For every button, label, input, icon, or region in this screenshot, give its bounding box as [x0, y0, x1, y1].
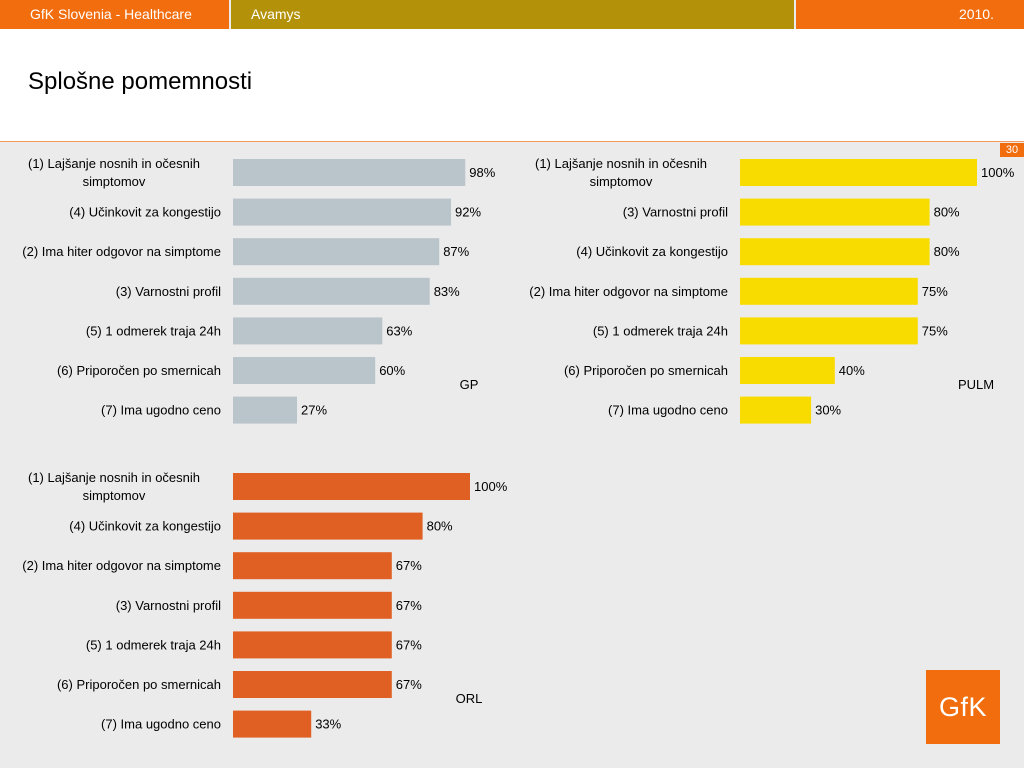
gp-panel-label: GP — [460, 377, 479, 392]
orl-bar — [233, 631, 392, 659]
orl-category-label: (4) Učinkovit za kongestijo — [69, 519, 221, 534]
orl-category-label: (7) Ima ugodno ceno — [101, 717, 221, 732]
orl-value-label: 67% — [396, 558, 422, 573]
pulm-value-label: 40% — [839, 363, 865, 378]
orl-category-label: (2) Ima hiter odgovor na simptome — [22, 558, 221, 573]
gp-value-label: 87% — [443, 244, 469, 259]
title-divider — [0, 141, 1024, 142]
orl-value-label: 67% — [396, 637, 422, 652]
gp-bar — [233, 159, 466, 186]
orl-category-label: (5) 1 odmerek traja 24h — [86, 637, 221, 652]
pulm-category-label: (4) Učinkovit za kongestijo — [576, 244, 728, 259]
gp-bar — [233, 396, 297, 424]
pulm-bar-chart: (1) Lajšanje nosnih in očesnih simptomov 1… — [529, 156, 1015, 424]
pulm-bar — [740, 396, 812, 424]
orl-panel-label: ORL — [456, 691, 483, 706]
pulm-category-label: (2) Ima hiter odgovor na simptome — [529, 284, 728, 299]
orl-bar — [233, 671, 392, 698]
gp-bar-chart: (1) Lajšanje nosnih in očesnih simptomov 9… — [22, 156, 496, 424]
page-number: 30 — [1000, 143, 1024, 157]
pulm-category-label: (5) 1 odmerek traja 24h — [593, 323, 728, 338]
title-area — [0, 29, 1024, 141]
gp-category-label: (7) Ima ugodno ceno — [101, 403, 221, 418]
gp-bar — [233, 357, 376, 384]
pulm-bar — [740, 277, 918, 305]
gp-bar — [233, 238, 440, 266]
gp-bar — [233, 277, 430, 305]
gp-category-label: (4) Učinkovit za kongestijo — [69, 205, 221, 220]
pulm-bar — [740, 317, 918, 345]
gfk-logo: GfK — [926, 670, 1000, 744]
pulm-value-label: 30% — [815, 403, 841, 418]
pulm-value-label: 100% — [981, 165, 1015, 180]
header-year: 2010. — [796, 0, 1024, 29]
pulm-value-label: 80% — [934, 205, 960, 220]
pulm-category-label: (3) Varnostni profil — [623, 205, 728, 220]
orl-value-label: 67% — [396, 598, 422, 613]
orl-value-label: 67% — [396, 677, 422, 692]
orl-bar — [233, 591, 392, 619]
gp-value-label: 92% — [455, 205, 481, 220]
pulm-bar — [740, 198, 930, 226]
pulm-bar — [740, 357, 835, 384]
gp-category-label: (3) Varnostni profil — [116, 284, 221, 299]
pulm-category-label: (6) Priporočen po smernicah — [564, 363, 728, 378]
orl-bar — [233, 710, 312, 738]
page-title: Splošne pomemnosti — [28, 68, 253, 95]
orl-bar — [233, 473, 470, 500]
gp-category-label: (2) Ima hiter odgovor na simptome — [22, 244, 221, 259]
gp-value-label: 98% — [469, 165, 495, 180]
pulm-value-label: 75% — [922, 284, 948, 299]
orl-category-label: (6) Priporočen po smernicah — [57, 677, 221, 692]
gp-value-label: 63% — [386, 323, 412, 338]
gp-category-label: (5) 1 odmerek traja 24h — [86, 323, 221, 338]
gp-value-label: 83% — [434, 284, 460, 299]
gp-bar — [233, 198, 452, 226]
orl-value-label: 100% — [474, 479, 508, 494]
orl-bar — [233, 512, 423, 540]
pulm-bar — [740, 159, 977, 186]
orl-category-label: (1) Lajšanje nosnih in očesnih simptomov — [28, 470, 200, 503]
orl-bar — [233, 552, 392, 580]
orl-bar-chart: (1) Lajšanje nosnih in očesnih simptomov 1… — [22, 470, 508, 738]
orl-value-label: 33% — [315, 717, 341, 732]
pulm-value-label: 75% — [922, 323, 948, 338]
gp-category-label: (6) Priporočen po smernicah — [57, 363, 221, 378]
pulm-value-label: 80% — [934, 244, 960, 259]
gp-value-label: 27% — [301, 403, 327, 418]
header-company: GfK Slovenia - Healthcare — [0, 0, 229, 29]
header-product: Avamys — [231, 0, 794, 29]
gp-bar — [233, 317, 383, 345]
pulm-category-label: (7) Ima ugodno ceno — [608, 403, 728, 418]
orl-category-label: (3) Varnostni profil — [116, 598, 221, 613]
pulm-bar — [740, 238, 930, 266]
orl-value-label: 80% — [427, 519, 453, 534]
gp-value-label: 60% — [379, 363, 405, 378]
header-bar: GfK Slovenia - Healthcare Avamys 2010. — [0, 0, 1024, 29]
gp-category-label: (1) Lajšanje nosnih in očesnih simptomov — [28, 156, 200, 189]
pulm-panel-label: PULM — [958, 377, 994, 392]
pulm-category-label: (1) Lajšanje nosnih in očesnih simptomov — [535, 156, 707, 189]
